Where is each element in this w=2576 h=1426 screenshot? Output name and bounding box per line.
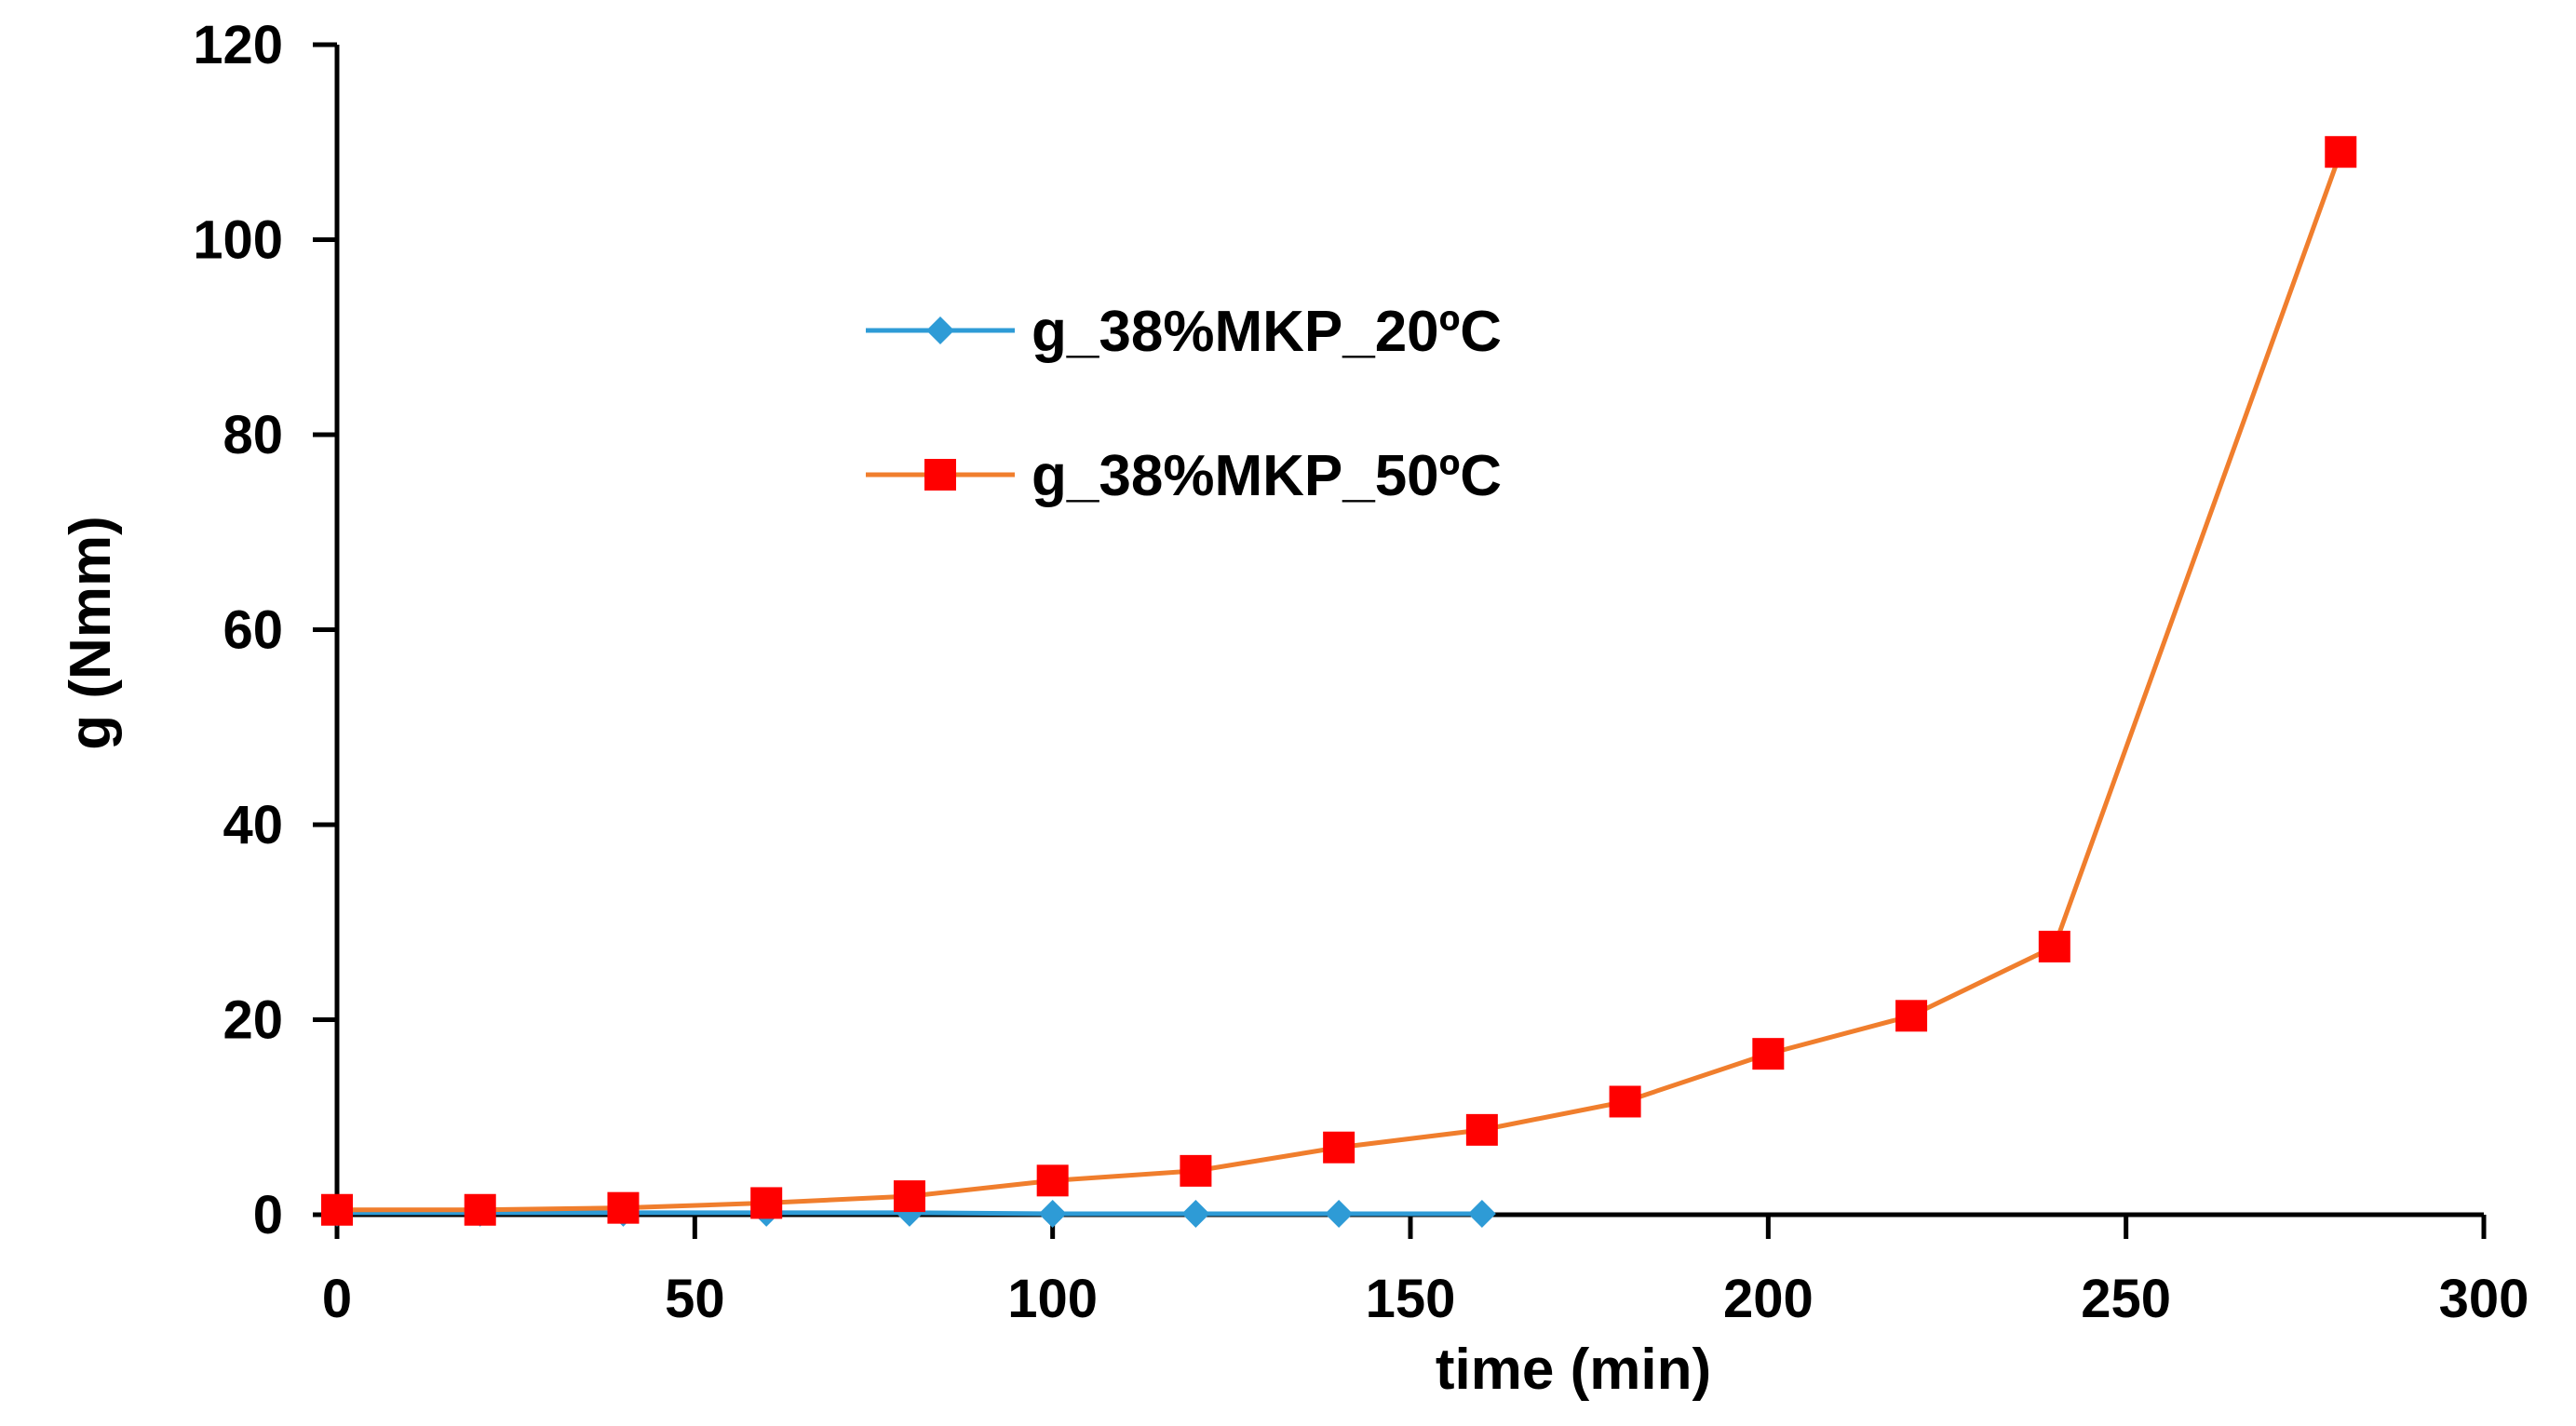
data-point <box>1325 1199 1354 1228</box>
legend-entry: g_38%MKP_50ºC <box>866 444 1502 508</box>
data-point <box>2325 136 2357 168</box>
x-tick-label: 50 <box>665 1269 725 1329</box>
data-point <box>1181 1199 1210 1228</box>
legend: g_38%MKP_20ºC g_38%MKP_50ºC <box>866 300 1502 508</box>
x-axis-label: time (min) <box>1436 1338 1711 1402</box>
data-point <box>1323 1131 1355 1164</box>
data-point <box>1038 1199 1067 1228</box>
y-tick-label: 100 <box>193 210 283 271</box>
data-point <box>2038 930 2070 962</box>
x-tick-labels: 0 50 100 150 200 250 300 <box>322 1269 2529 1329</box>
y-tick-label: 60 <box>223 600 283 661</box>
y-tick-label: 40 <box>223 795 283 855</box>
y-tick-label: 80 <box>223 405 283 465</box>
data-point <box>1180 1154 1212 1187</box>
axes <box>313 42 2487 1239</box>
legend-entry: g_38%MKP_20ºC <box>866 300 1502 364</box>
data-point <box>1465 1113 1498 1146</box>
legend-label: g_38%MKP_50ºC <box>1032 444 1502 508</box>
y-tick-labels: 0 20 40 60 80 100 120 <box>193 15 283 1245</box>
data-point <box>321 1193 353 1226</box>
legend-marker <box>926 316 954 344</box>
data-point <box>750 1187 783 1219</box>
data-point <box>1036 1164 1069 1197</box>
data-point <box>1609 1085 1641 1118</box>
x-tick-label: 200 <box>1723 1269 1814 1329</box>
x-tick-label: 100 <box>1007 1269 1098 1329</box>
x-tick-label: 250 <box>2081 1269 2171 1329</box>
x-tick-label: 300 <box>2439 1269 2529 1329</box>
y-tick-label: 20 <box>223 990 283 1051</box>
series-2 <box>321 136 2357 1226</box>
data-point <box>893 1180 925 1213</box>
data-point <box>464 1193 496 1226</box>
x-tick-label: 150 <box>1366 1269 1456 1329</box>
data-point <box>1467 1199 1496 1228</box>
data-point <box>607 1191 640 1224</box>
data-point <box>1895 1000 1928 1032</box>
legend-label: g_38%MKP_20ºC <box>1032 300 1502 364</box>
x-tick-label: 0 <box>322 1269 352 1329</box>
y-tick-label: 0 <box>253 1185 283 1245</box>
plot-area <box>321 136 2357 1228</box>
legend-marker <box>924 459 956 491</box>
data-point <box>1752 1038 1785 1070</box>
series-line <box>337 151 2343 1213</box>
y-axis-label: g (Nmm) <box>59 516 123 749</box>
y-tick-label: 120 <box>193 15 283 75</box>
